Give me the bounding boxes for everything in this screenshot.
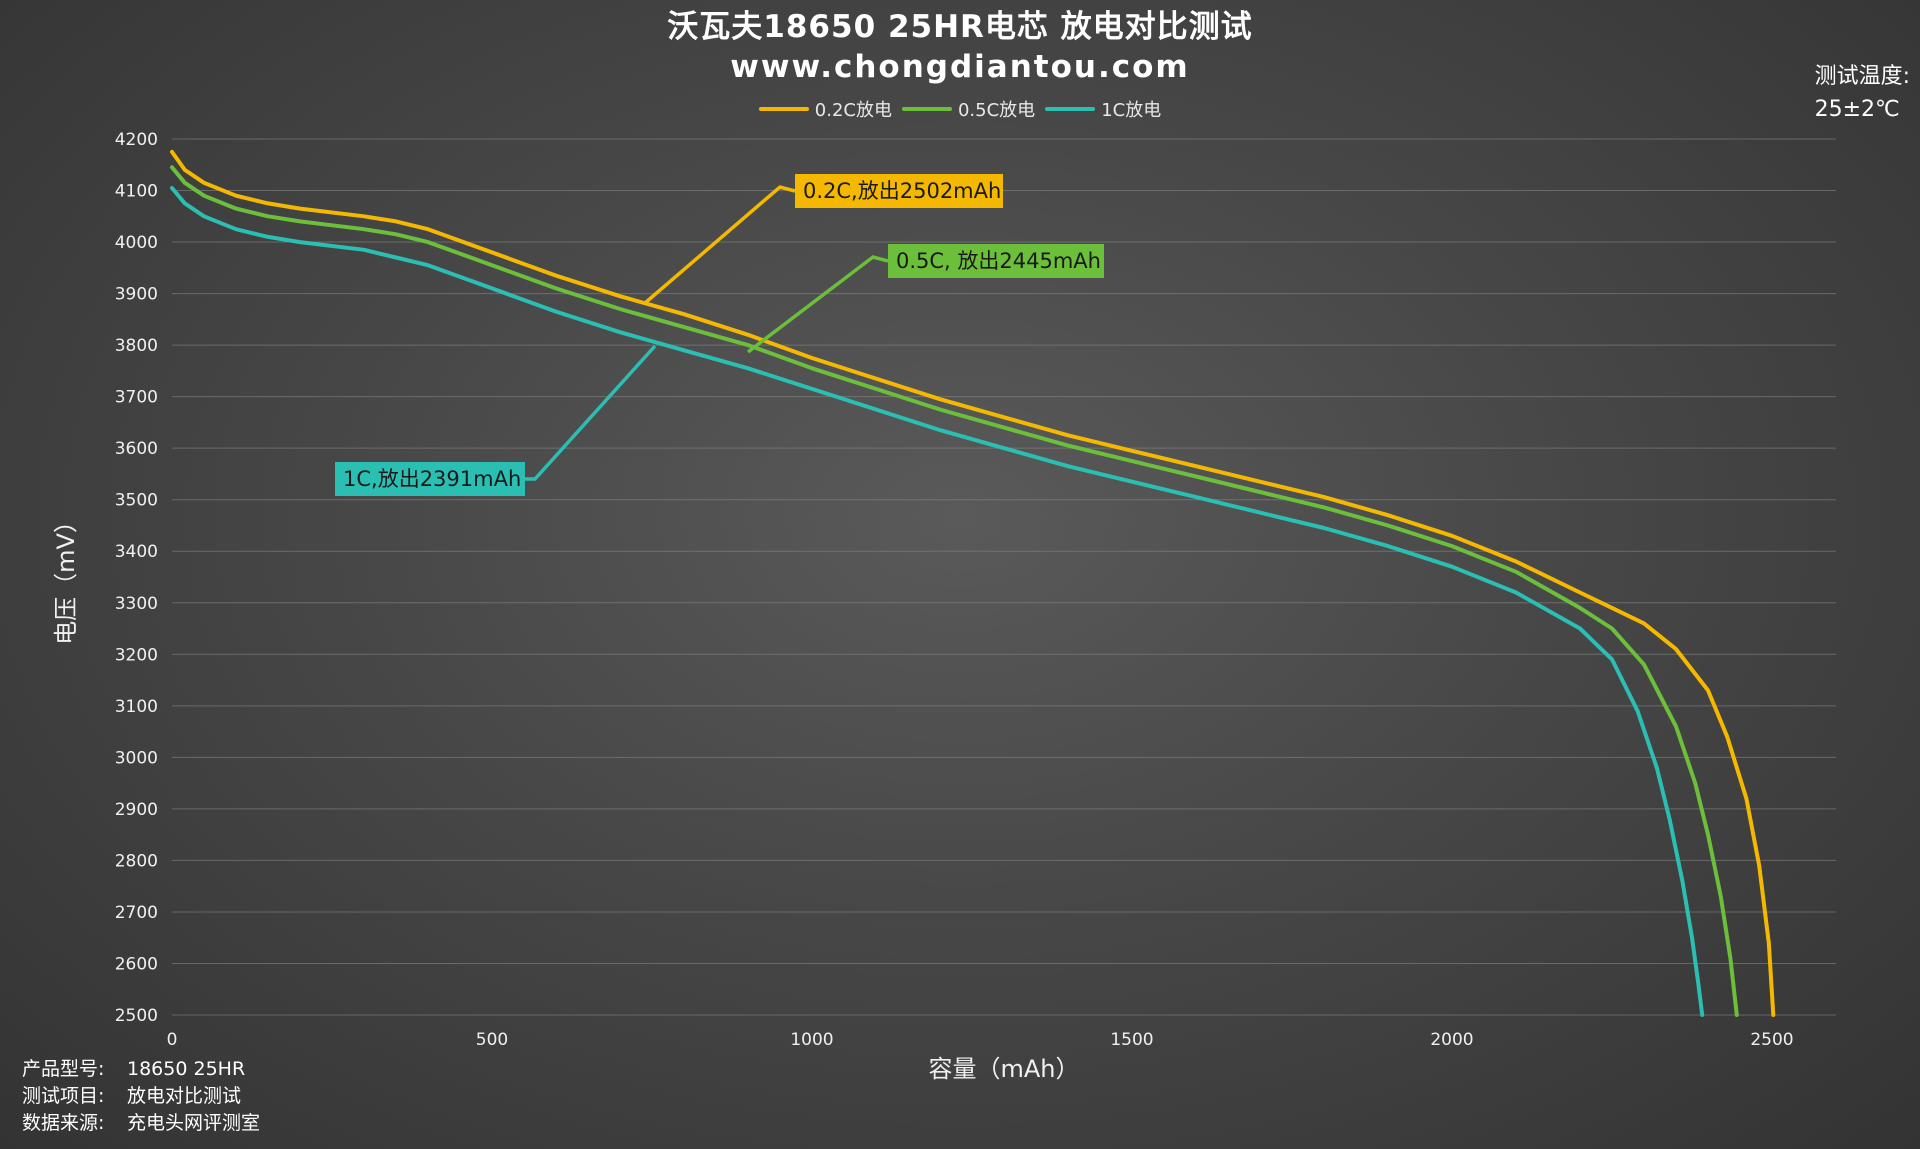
grid-lines [172, 138, 1836, 1016]
annotation-box-0 [795, 174, 1003, 208]
y-tick-label: 3200 [115, 645, 158, 665]
x-tick-label: 500 [476, 1030, 508, 1050]
x-tick-labels: 0 500 1000 1500 2000 2500 [167, 1030, 1794, 1050]
y-tick-label: 4000 [115, 233, 158, 253]
annotations: 0.2C,放出2502mAh 0.5C, 放出2445mAh 1C,放出2391mA… [335, 174, 1104, 496]
info-row-source: 数据来源: 充电头网评测室 [22, 1110, 260, 1137]
legend-label-0: 0.2C放电 [814, 100, 892, 121]
info-label: 数据来源: [22, 1112, 105, 1134]
y-tick-label: 2600 [115, 954, 158, 974]
test-temperature: 测试温度: 25±2℃ [1815, 60, 1910, 126]
y-tick-label: 2500 [115, 1006, 158, 1026]
x-tick-label: 2500 [1750, 1030, 1793, 1050]
legend-swatch-0 [758, 107, 809, 111]
annotation-leader-1 [746, 255, 889, 354]
y-axis-label: 电压（mV） [52, 509, 80, 645]
y-tick-label: 4100 [115, 182, 158, 202]
y-tick-label: 2800 [115, 851, 158, 871]
y-tick-label: 3400 [115, 542, 158, 562]
legend-item-2: 1C放电 [1045, 96, 1161, 122]
y-tick-label: 3600 [115, 439, 158, 459]
annotation-leader-2 [525, 344, 657, 481]
info-label: 测试项目: [22, 1085, 105, 1107]
y-tick-label: 2700 [115, 903, 158, 923]
series-line-2 [170, 186, 1705, 1017]
legend-label-2: 1C放电 [1101, 100, 1162, 121]
annotation-label-1: 0.5C, 放出2445mAh [896, 249, 1101, 273]
x-tick-label: 1500 [1110, 1030, 1153, 1050]
info-row-model: 产品型号: 18650 25HR [22, 1056, 260, 1083]
annotation-box-1 [888, 244, 1104, 278]
y-tick-label: 2900 [115, 800, 158, 820]
y-tick-label: 3700 [115, 388, 158, 408]
info-value: 18650 25HR [127, 1058, 246, 1080]
y-tick-label: 3900 [115, 285, 158, 305]
legend: 0.2C放电 0.5C放电 1C放电 [0, 96, 1920, 122]
legend-swatch-1 [901, 107, 952, 111]
annotation-label-2: 1C,放出2391mAh [343, 467, 521, 491]
legend-item-1: 0.5C放电 [901, 96, 1036, 122]
annotation-box-2 [335, 462, 525, 496]
y-tick-label: 3800 [115, 336, 158, 356]
title-block: 沃瓦夫18650 25HR电芯 放电对比测试 www.chongdiantou.… [0, 6, 1920, 86]
y-tick-label: 4200 [115, 130, 158, 150]
y-tick-label: 3300 [115, 594, 158, 614]
info-row-item: 测试项目: 放电对比测试 [22, 1083, 260, 1110]
info-block: 产品型号: 18650 25HR 测试项目: 放电对比测试 数据来源: 充电头网… [22, 1056, 260, 1137]
chart-subtitle: www.chongdiantou.com [730, 49, 1190, 85]
y-tick-label: 3100 [115, 697, 158, 717]
x-tick-label: 0 [167, 1030, 178, 1050]
series-lines [170, 149, 1776, 1017]
legend-label-1: 0.5C放电 [957, 100, 1036, 121]
legend-swatch-2 [1045, 107, 1096, 111]
x-axis-label: 容量（mAh） [928, 1055, 1079, 1083]
series-line-0 [170, 149, 1776, 1017]
annotation-leader-0 [643, 185, 796, 305]
info-value: 放电对比测试 [127, 1085, 242, 1107]
info-label: 产品型号: [22, 1058, 105, 1080]
chart-title: 沃瓦夫18650 25HR电芯 放电对比测试 [667, 9, 1253, 45]
y-tick-label: 3500 [115, 491, 158, 511]
annotation-label-0: 0.2C,放出2502mAh [803, 179, 1001, 203]
info-value: 充电头网评测室 [127, 1112, 261, 1134]
temperature-label: 测试温度: [1814, 64, 1910, 89]
legend-item-0: 0.2C放电 [758, 96, 892, 122]
x-tick-label: 2000 [1430, 1030, 1473, 1050]
y-tick-label: 3000 [115, 748, 158, 768]
y-tick-labels: 2500 2600 2700 2800 2900 3000 3100 3200 3300 3400… [115, 130, 158, 1026]
x-tick-label: 1000 [790, 1030, 833, 1050]
temperature-value: 25±2℃ [1814, 97, 1900, 122]
series-line-1 [170, 165, 1739, 1017]
